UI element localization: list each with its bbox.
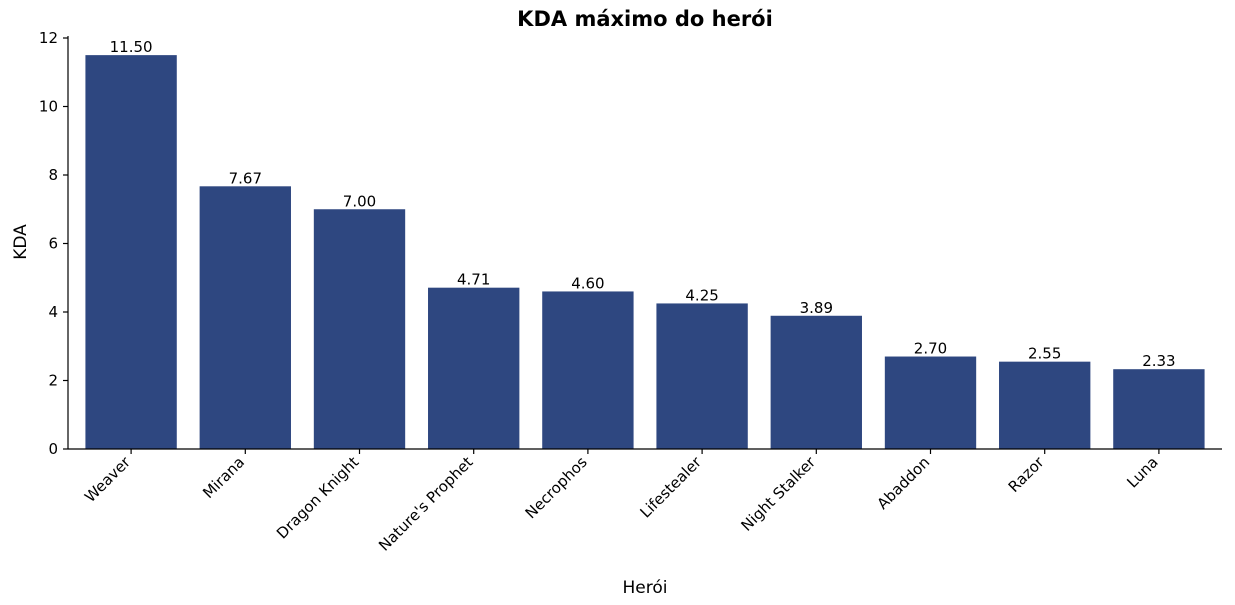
- bar-value-label: 7.67: [229, 169, 262, 187]
- bar: [1113, 369, 1205, 449]
- y-tick-label: 6: [48, 235, 58, 253]
- bar: [428, 287, 520, 449]
- x-tick-label: Night Stalker: [738, 453, 820, 535]
- bar-value-label: 4.25: [685, 286, 718, 304]
- bar: [999, 361, 1091, 449]
- chart-title: KDA máximo do herói: [517, 7, 773, 31]
- bar-value-label: 4.71: [457, 271, 490, 289]
- bar-value-label: 4.60: [571, 274, 604, 292]
- bar-value-label: 2.33: [1142, 352, 1175, 370]
- bar: [542, 291, 634, 449]
- x-tick-label: Razor: [1005, 453, 1048, 496]
- bar: [199, 186, 291, 450]
- y-tick-label: 8: [48, 166, 58, 184]
- x-axis-label: Herói: [623, 578, 668, 598]
- plot-area: 0 2 4 6 8 10 12 11.50 Weaver 7.67 Mirana 7.00 Dragon…: [39, 29, 1205, 555]
- y-tick-label: 2: [48, 372, 58, 390]
- x-tick-label: Nature's Prophet: [375, 453, 477, 555]
- x-tick-label: Necrophos: [522, 453, 591, 522]
- bar-value-label: 2.55: [1028, 345, 1061, 363]
- x-tick-label: Abaddon: [873, 453, 933, 513]
- bar-value-label: 11.50: [110, 38, 153, 56]
- y-tick-label: 4: [48, 303, 58, 321]
- bar: [313, 209, 406, 449]
- bar-value-label: 3.89: [800, 299, 833, 317]
- bar: [770, 315, 862, 449]
- bar-value-label: 7.00: [343, 192, 376, 210]
- y-tick-label: 12: [39, 29, 58, 47]
- x-tick-label: Dragon Knight: [273, 453, 362, 542]
- bar: [884, 356, 977, 449]
- y-tick-label: 10: [39, 98, 58, 116]
- x-tick-label: Weaver: [81, 453, 134, 506]
- bar: [85, 55, 177, 449]
- bar: [656, 303, 748, 449]
- y-tick-label: 0: [48, 440, 58, 458]
- x-tick-label: Mirana: [199, 453, 248, 502]
- bar-value-label: 2.70: [914, 340, 947, 358]
- y-axis-label: KDA: [11, 224, 31, 260]
- x-tick-label: Luna: [1123, 453, 1161, 491]
- x-tick-label: Lifestealer: [637, 453, 706, 522]
